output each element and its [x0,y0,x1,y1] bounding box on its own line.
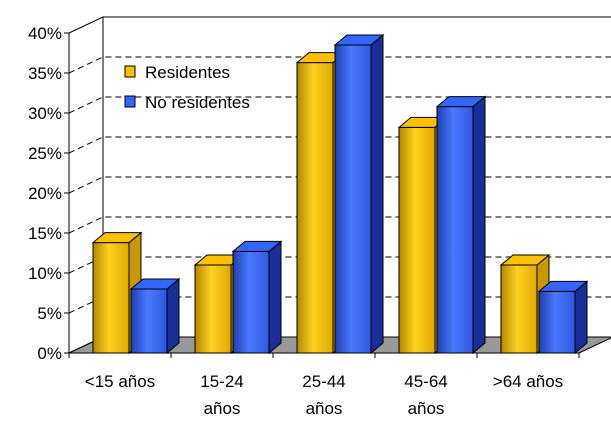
x-tick-label-line: 25-44 [302,372,345,391]
bar-side [370,33,384,355]
bar-top [499,254,551,266]
bar-side [166,277,180,355]
bar-no-residentes-4 [537,280,589,355]
y-tick-label: 15% [28,224,62,243]
y-tick-label: 5% [37,304,62,323]
y-tick-label: 10% [28,264,62,283]
y-tick-label: 20% [28,184,62,203]
y-axis: 0% 5% 10% 15% 20% 25% 30% 35% 40% [28,24,70,363]
bar-no-residentes-3 [435,95,487,355]
bar-top [91,232,143,244]
legend-label: Residentes [145,63,230,82]
gridline [68,96,611,114]
y-tick-label: 0% [37,344,62,363]
bar-front [398,126,436,354]
legend-label: No residentes [145,93,250,112]
bar-top [435,96,487,108]
bar-front [130,288,168,354]
y-tick-label: 40% [28,24,62,43]
legend-swatch [124,65,136,78]
bar-no-residentes-2 [333,33,385,355]
bar-no-residentes-1 [231,240,283,355]
bar-front [500,264,538,354]
bar-no-residentes-0 [129,277,181,355]
x-tick-label-line: <15 años [85,372,155,391]
gridline [68,256,611,274]
bar-front [92,242,130,354]
y-tick-label: 35% [28,64,62,83]
x-tick-label-line: años [204,399,241,418]
x-tick-label: 25-44 años [302,372,345,418]
bar-front [538,290,576,354]
x-tick-label-line: 45-64 [404,372,447,391]
bars [91,33,589,355]
bar-top [537,280,589,292]
bar-side [574,280,588,355]
bar-front [296,62,334,354]
gridline [68,136,611,154]
bar-front [334,44,372,354]
legend: Residentes No residentes [124,63,250,112]
bar-front [232,250,270,354]
bar-side [472,95,486,355]
gridline [68,56,611,74]
x-tick-label-line: años [306,399,343,418]
x-tick-label: <15 años [85,372,155,391]
gridline [68,176,611,194]
x-axis: <15 años 15-24 años 25-44 años 45-64 años >64 a… [68,353,580,418]
x-tick-label-line: >64 años [493,372,563,391]
bar-top [129,278,181,290]
bar-residentes-3 [397,116,449,355]
bar-front [436,106,474,354]
bar-side [268,240,282,355]
y-tick-label: 30% [28,104,62,123]
bar-top [231,240,283,252]
legend-swatch [124,95,136,108]
x-tick-label: 15-24 años [200,372,243,418]
bar-front [194,264,232,354]
y-tick-label: 25% [28,144,62,163]
gridline [68,216,611,234]
gridline [68,296,611,314]
x-tick-label: >64 años [493,372,563,391]
x-tick-label-line: 15-24 [200,372,243,391]
bar-top [333,34,385,46]
gridlines [68,56,611,314]
x-tick-label-line: años [408,399,445,418]
x-tick-label: 45-64 años [404,372,447,418]
